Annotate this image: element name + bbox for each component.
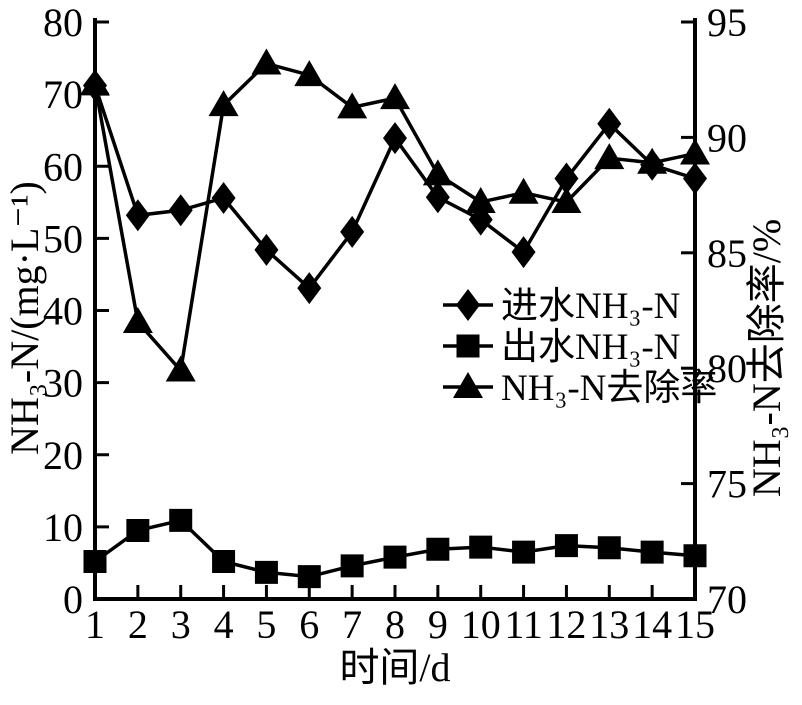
square-marker — [169, 508, 193, 532]
right-axis-tick-label: 95 — [707, 0, 747, 45]
triangle-marker — [508, 177, 539, 204]
left-axis-title: NH₃-N/(mg·L⁻¹) — [2, 181, 47, 455]
x-axis-tick-label: 11 — [504, 602, 543, 647]
diamond-marker — [425, 181, 450, 214]
left-axis-tick-label: 10 — [43, 505, 83, 550]
data-series — [80, 48, 710, 589]
right-axis-tick-label: 75 — [707, 462, 747, 507]
x-axis-title: 时间/d — [339, 645, 450, 690]
right-axis-tick-label: 80 — [707, 346, 747, 391]
x-axis-tick-label: 13 — [589, 602, 629, 647]
x-axis-tick-label: 5 — [256, 602, 276, 647]
diamond-marker — [125, 199, 150, 232]
square-marker — [469, 535, 493, 559]
triangle-marker — [208, 90, 239, 117]
x-axis-tick-label: 4 — [214, 602, 234, 647]
triangle-marker — [465, 187, 496, 214]
diamond-marker — [211, 181, 236, 214]
diamond-marker — [683, 162, 707, 195]
legend-entry: 出水NH₃-N — [443, 327, 680, 368]
legend-label: 进水NH₃-N — [501, 286, 680, 327]
square-marker — [683, 544, 707, 568]
legend-diamond-marker — [456, 289, 480, 321]
x-axis-tick-label: 6 — [299, 602, 319, 647]
triangle-marker — [80, 69, 110, 96]
left-axis-tick-label: 30 — [43, 361, 83, 406]
left-axis-tick-label: 70 — [43, 72, 83, 117]
triangle-marker — [680, 138, 710, 165]
triangle-marker — [337, 92, 368, 119]
x-axis-tick-label: 1 — [85, 602, 105, 647]
x-axis-tick-label: 3 — [171, 602, 191, 647]
left-axis-tick-label: 20 — [43, 433, 83, 478]
right-axis-tick-label: 90 — [707, 115, 747, 160]
square-marker — [640, 540, 664, 564]
legend-entry: NH₃-N去除率 — [443, 367, 717, 409]
x-axis-tick-label: 8 — [385, 602, 405, 647]
left-axis-tick-label: 50 — [43, 216, 83, 261]
legend-square-marker — [456, 334, 480, 358]
diamond-marker — [383, 122, 407, 155]
left-axis-tick-label: 0 — [63, 577, 83, 622]
left-axis-tick-label: 40 — [43, 289, 83, 334]
square-marker — [426, 537, 450, 561]
diamond-marker — [168, 194, 193, 227]
diamond-marker — [511, 236, 536, 269]
right-axis-tick-label: 85 — [707, 231, 747, 276]
legend-label: NH₃-N去除率 — [501, 367, 717, 409]
x-axis-tick-label: 10 — [461, 602, 501, 647]
x-axis-tick-label: 9 — [428, 602, 448, 647]
x-axis-tick-label: 7 — [342, 602, 362, 647]
diamond-marker — [297, 272, 322, 305]
triangle-marker — [637, 147, 668, 174]
square-marker — [254, 560, 278, 584]
diamond-marker — [597, 107, 622, 140]
legend-label: 出水NH₃-N — [501, 327, 680, 368]
triangle-marker — [380, 83, 410, 110]
diamond-marker — [554, 162, 579, 195]
left-axis-tick-label: 60 — [43, 144, 83, 189]
square-marker — [126, 518, 150, 542]
right-axis-tick-label: 70 — [707, 577, 747, 622]
square-marker — [512, 540, 536, 564]
x-axis-tick-label: 2 — [128, 602, 148, 647]
triangle-marker — [594, 143, 625, 170]
square-marker — [83, 549, 107, 573]
legend-triangle-marker — [453, 372, 483, 398]
square-marker — [212, 549, 236, 573]
triangle-marker — [551, 187, 582, 214]
square-marker — [554, 534, 578, 558]
triangle-marker — [165, 355, 196, 382]
triangle-marker — [422, 159, 453, 186]
square-marker — [297, 565, 321, 589]
x-axis-tick-label: 15 — [675, 602, 715, 647]
square-marker — [340, 554, 364, 578]
triangle-marker — [294, 60, 325, 87]
right-axis-title: NH₃-N去除率/% — [744, 219, 789, 497]
x-axis-tick-label: 12 — [546, 602, 586, 647]
triangle-marker — [122, 307, 153, 334]
triangle-marker — [251, 48, 282, 75]
x-axis-tick-label: 14 — [632, 602, 672, 647]
diamond-marker — [254, 233, 279, 266]
legend-entry: 进水NH₃-N — [443, 286, 680, 327]
square-marker — [597, 536, 621, 560]
diamond-marker — [340, 215, 365, 248]
left-axis-tick-label: 80 — [43, 0, 83, 45]
square-marker — [383, 545, 407, 569]
